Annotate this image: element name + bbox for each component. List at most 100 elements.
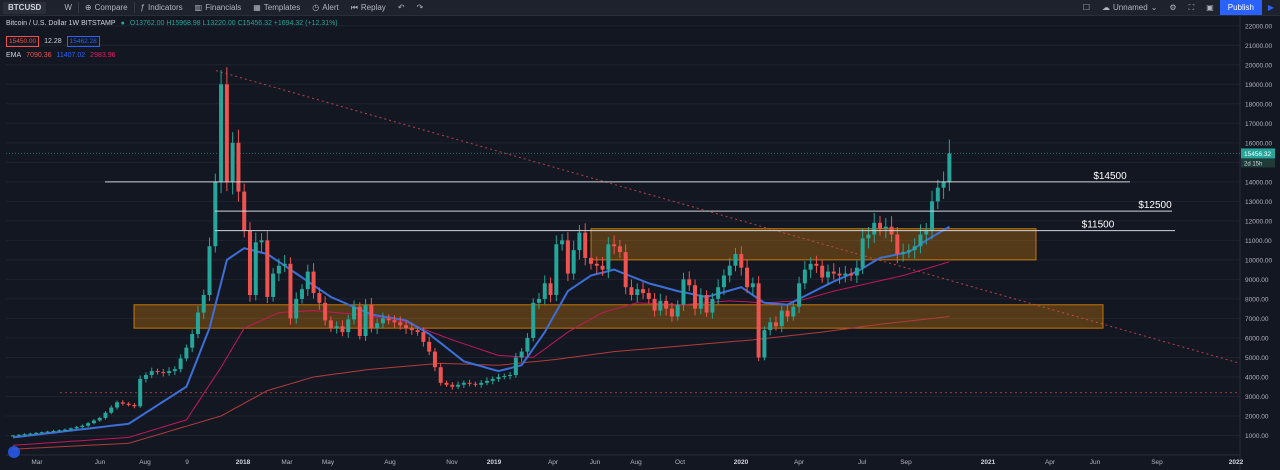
candle-body [814, 263, 819, 266]
y-tick-label: 21000.00 [1245, 43, 1272, 50]
candle-body [641, 289, 646, 294]
support-zone [133, 304, 1104, 329]
symbol-title: Bitcoin / U.S. Dollar 1W BITSTAMP [6, 20, 116, 27]
undo-button[interactable]: ↶ [392, 0, 411, 15]
candle-body [849, 273, 854, 276]
indicators-button[interactable]: ƒ Indicators [135, 0, 189, 15]
play-button[interactable]: ▶ [1262, 0, 1280, 15]
ema-value-1: 7090.36 [26, 52, 52, 59]
candle-body [259, 240, 264, 243]
candle-body [935, 187, 940, 202]
candle-body [843, 273, 848, 276]
support-zone [590, 228, 1037, 261]
price-chart[interactable]: 1000.00 2000.00 3000.00 4000.00 5000.00 6000.… [0, 16, 1280, 470]
level-label: $11500 [1082, 220, 1115, 231]
add-circle-icon: ⊕ [84, 3, 92, 12]
candle-body [375, 323, 380, 329]
square-icon: ☐ [1082, 3, 1091, 12]
x-tick-label: Aug [139, 459, 151, 466]
x-tick-label: 2021 [981, 459, 996, 466]
candle-body [45, 431, 50, 433]
candle-body [178, 358, 183, 370]
candle-body [300, 289, 304, 299]
candle-body [502, 375, 507, 377]
ema-short-line [12, 225, 950, 439]
candle-body [39, 432, 44, 434]
candle-body [167, 371, 172, 374]
candle-body [421, 332, 426, 342]
candle-body [230, 142, 235, 182]
fullscreen-button[interactable]: ⛶ [1183, 0, 1201, 15]
bid-badge: 15450.00 [6, 36, 40, 47]
x-tick-label: 2020 [734, 459, 749, 466]
last-price-badge [1241, 148, 1275, 159]
candle-body [473, 383, 478, 385]
candle-body [606, 244, 611, 270]
symbol-selector[interactable]: BTCUSD [3, 1, 47, 14]
candle-body [600, 265, 605, 270]
candle-body [276, 265, 281, 274]
redo-button[interactable]: ↷ [411, 0, 430, 15]
x-tick-label: 9 [185, 459, 189, 466]
compare-button[interactable]: ⊕ Compare [79, 0, 134, 15]
y-tick-label: 14000.00 [1245, 179, 1272, 186]
candle-body [415, 330, 420, 333]
x-tick-label: Mar [281, 459, 293, 466]
x-tick-label: 2019 [487, 459, 502, 466]
x-tick-label: Apr [1045, 459, 1056, 466]
candle-body [155, 371, 160, 373]
y-tick-label: 3000.00 [1245, 394, 1269, 401]
candle-body [825, 271, 830, 278]
y-tick-label: 6000.00 [1245, 335, 1269, 342]
publish-button[interactable]: Publish [1219, 0, 1262, 15]
candle-body [357, 306, 362, 336]
layout-name-button[interactable]: ☁ Unnamed ⌄ [1096, 0, 1163, 15]
layout-toggle-button[interactable]: ☐ [1077, 0, 1096, 15]
candle-body [808, 263, 813, 270]
candle-body [51, 430, 56, 432]
candle-body [352, 306, 357, 320]
candle-body [583, 232, 588, 258]
financials-icon: ▥ [194, 3, 203, 12]
candle-body [519, 351, 524, 358]
candle-body [918, 234, 923, 247]
candle-body [103, 412, 108, 418]
y-tick-label: 1000.00 [1245, 433, 1269, 440]
financials-button[interactable]: ▥ Financials [189, 0, 248, 15]
candle-body [704, 295, 709, 313]
candle-body [791, 306, 796, 317]
candle-body [369, 304, 374, 329]
x-tick-label: Oct [675, 459, 685, 466]
settings-button[interactable]: ⚙ [1163, 0, 1182, 15]
templates-button[interactable]: ▦ Templates [247, 0, 306, 15]
candle-body [97, 417, 102, 421]
candle-body [432, 351, 437, 368]
candle-body [479, 382, 484, 385]
candle-body [693, 285, 698, 309]
replay-button[interactable]: ⏮ Replay [345, 0, 392, 15]
x-tick-label: Jun [590, 459, 601, 466]
candle-body [126, 403, 131, 405]
candle-body [16, 434, 21, 436]
candle-body [669, 308, 674, 317]
candle-body [664, 300, 669, 309]
y-tick-label: 5000.00 [1245, 355, 1269, 362]
candle-body [74, 427, 79, 429]
y-tick-label: 11000.00 [1245, 238, 1272, 245]
compare-label: Compare [94, 3, 128, 12]
x-tick-label: Apr [794, 459, 805, 466]
x-tick-label: Aug [630, 459, 642, 466]
candle-body [253, 242, 258, 296]
candle-body [762, 330, 767, 358]
snapshot-button[interactable]: ▣ [1200, 0, 1220, 15]
alert-button[interactable]: ◷ Alert [306, 0, 344, 15]
interval-selector[interactable]: W [64, 3, 72, 12]
candle-body [323, 302, 328, 321]
candle-body [878, 222, 882, 229]
candle-body [589, 257, 593, 264]
candle-body [311, 271, 316, 294]
candle-body [797, 283, 802, 307]
candle-body [109, 407, 114, 413]
cloud-icon: ☁ [1102, 3, 1111, 12]
candle-body [409, 328, 414, 331]
